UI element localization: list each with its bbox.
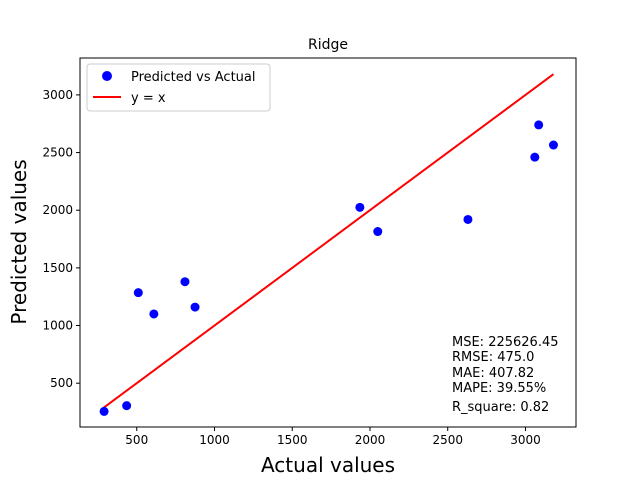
- y-axis-label: Predicted values: [7, 159, 31, 324]
- x-tick-label: 1500: [277, 433, 308, 447]
- y-tick-label: 2000: [42, 203, 73, 217]
- scatter-point: [463, 214, 473, 224]
- scatter-point: [133, 288, 143, 298]
- scatter-point: [149, 309, 159, 319]
- legend-box: [86, 63, 271, 112]
- metric-mae: MAE: 407.82: [452, 366, 534, 381]
- x-tick-label: 500: [125, 433, 148, 447]
- legend-marker-scatter: [102, 71, 112, 81]
- scatter-point: [99, 406, 109, 416]
- metrics-annotation: MSE: 225626.45 RMSE: 475.0 MAE: 407.82 M…: [452, 335, 559, 415]
- y-tick-label: 500: [50, 376, 73, 390]
- x-tick-label: 3000: [510, 433, 541, 447]
- x-tick-label: 2500: [432, 433, 463, 447]
- scatter-point: [530, 152, 540, 162]
- scatter-point: [373, 227, 383, 237]
- scatter-point: [122, 401, 132, 411]
- metric-mape: MAPE: 39.55%: [452, 381, 546, 396]
- scatter-point: [548, 140, 558, 150]
- y-tick-label: 1500: [42, 261, 73, 275]
- axis-ticks: 500 1000 1500 2000 2500 3000 500 1000 1500 2000 25…: [42, 88, 540, 447]
- legend: Predicted vs Actual y = x: [86, 63, 271, 112]
- scatter-point: [534, 120, 544, 130]
- metric-rmse: RMSE: 475.0: [452, 350, 534, 365]
- x-tick-label: 2000: [355, 433, 386, 447]
- metric-r-square: R_square: 0.82: [452, 400, 549, 415]
- scatter-point: [190, 302, 200, 312]
- plot-area: [99, 73, 558, 416]
- metric-mse: MSE: 225626.45: [452, 335, 559, 350]
- y-tick-label: 2500: [42, 146, 73, 160]
- plot-frame: [79, 57, 577, 428]
- chart-title: Ridge: [308, 37, 348, 53]
- identity-line: [102, 73, 555, 409]
- legend-label-line: y = x: [131, 91, 166, 106]
- y-tick-label: 3000: [42, 88, 73, 102]
- x-tick-label: 1000: [199, 433, 230, 447]
- x-axis-label: Actual values: [261, 453, 395, 477]
- scatter-point: [355, 202, 365, 212]
- scatter-point: [180, 277, 190, 287]
- y-tick-label: 1000: [42, 319, 73, 333]
- legend-label-scatter: Predicted vs Actual: [131, 70, 255, 85]
